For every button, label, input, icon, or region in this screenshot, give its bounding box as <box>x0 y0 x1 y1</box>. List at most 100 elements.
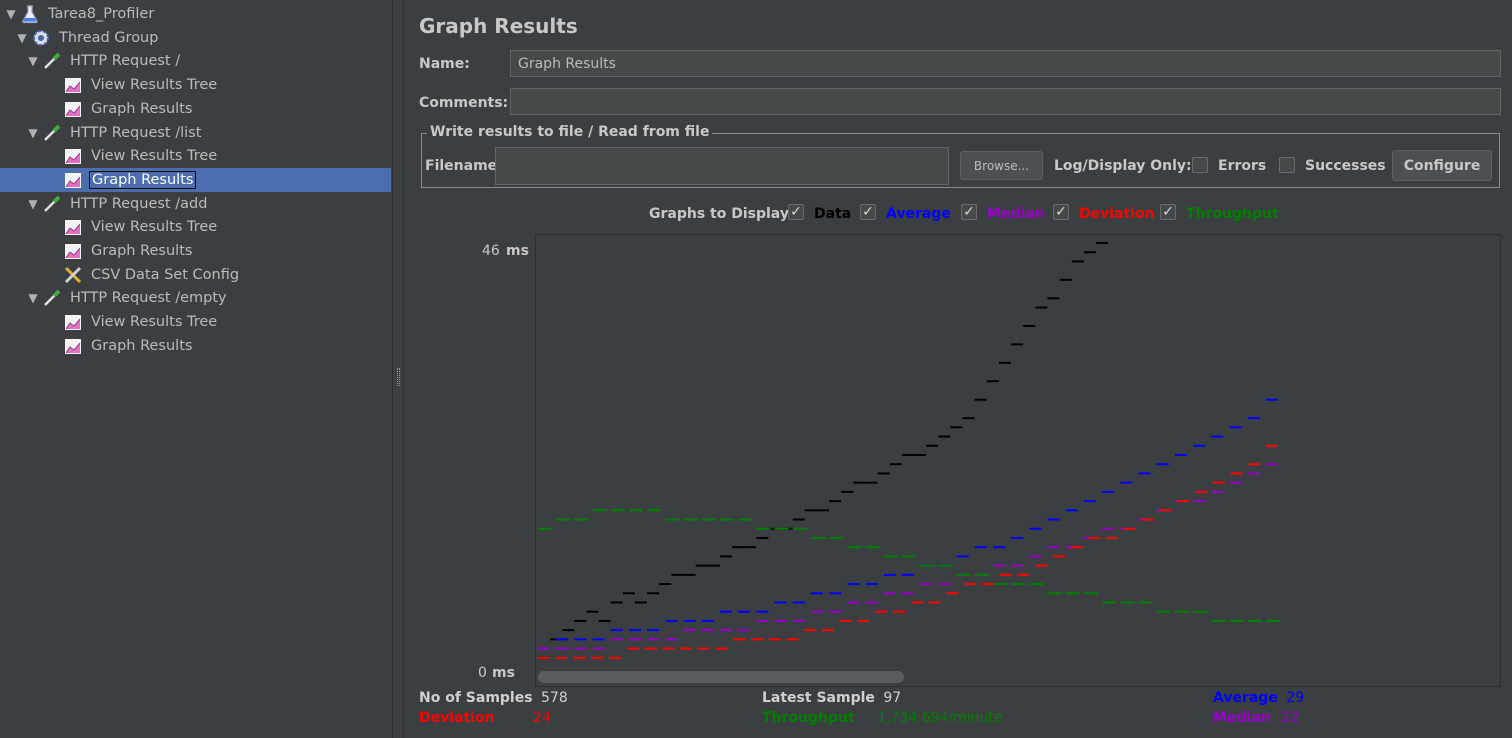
tree-item[interactable]: Graph Results <box>0 97 391 121</box>
tree-item[interactable]: ▼ HTTP Request / <box>0 49 391 73</box>
thread-group-gear-icon <box>31 28 51 48</box>
series-average-point <box>974 546 987 549</box>
series-throughput-point <box>683 518 698 521</box>
tree-item[interactable]: View Results Tree <box>0 215 391 239</box>
tree-item[interactable]: View Results Tree <box>0 144 391 168</box>
listener-chart-icon <box>63 312 83 332</box>
tree-item-label: Graph Results <box>91 337 193 354</box>
series-median-point <box>720 629 732 632</box>
expand-arrow-icon[interactable]: ▼ <box>28 291 38 306</box>
expand-arrow-icon[interactable]: ▼ <box>6 7 16 21</box>
series-throughput-point <box>1120 601 1135 604</box>
series-data-point <box>756 536 769 539</box>
test-plan-tree[interactable]: ▼ Tarea8_Profiler ▼ Thread Group ▼ HTTP Reque… <box>0 0 393 738</box>
series-deviation-point <box>644 647 657 650</box>
series-average-point <box>1011 536 1024 539</box>
series-throughput-point <box>610 509 625 512</box>
filename-field[interactable] <box>495 147 949 185</box>
graph-option-median-label: Median <box>987 206 1045 222</box>
splitter-grip[interactable] <box>397 368 400 386</box>
listener-chart-icon <box>63 170 83 190</box>
tree-item[interactable]: Graph Results <box>0 239 391 263</box>
comments-field[interactable] <box>510 88 1501 115</box>
expand-arrow-icon[interactable]: ▼ <box>28 125 38 140</box>
series-deviation-point <box>697 647 710 650</box>
series-deviation-point <box>1159 509 1172 512</box>
series-data-point <box>647 592 660 595</box>
graph-option-median-checkbox[interactable]: ✓ <box>961 204 977 220</box>
series-deviation-point <box>1230 472 1243 475</box>
series-average-point <box>1211 435 1224 438</box>
tree-item[interactable]: Graph Results <box>0 334 391 358</box>
errors-checkbox[interactable] <box>1192 157 1208 173</box>
series-median-point <box>1193 500 1206 503</box>
listener-chart-icon <box>63 241 83 261</box>
series-average-point <box>956 555 969 558</box>
configure-button[interactable]: Configure <box>1392 150 1492 181</box>
series-deviation-point <box>733 638 746 641</box>
series-deviation-point <box>751 638 764 641</box>
tree-item[interactable]: ▼ HTTP Request /list <box>0 121 391 145</box>
filename-label: Filename <box>425 158 498 174</box>
series-deviation-point <box>857 619 870 622</box>
series-median-point <box>920 583 933 586</box>
series-median-point <box>1102 527 1115 530</box>
series-data-point <box>926 444 939 447</box>
listener-chart-icon <box>63 146 83 166</box>
series-throughput-point <box>993 583 1007 586</box>
tree-spacer <box>37 339 61 353</box>
name-field[interactable] <box>510 50 1501 77</box>
tree-item[interactable]: ▼ HTTP Request /empty <box>0 286 391 310</box>
tree-item[interactable]: ▼ Tarea8_Profiler <box>0 2 391 26</box>
series-throughput-point <box>956 573 971 576</box>
series-average-point <box>829 592 842 595</box>
browse-button[interactable]: Browse... <box>960 151 1043 180</box>
series-deviation-point <box>1052 555 1065 558</box>
y-min-label: 0 <box>478 665 487 681</box>
tree-item-label: View Results Tree <box>91 314 218 331</box>
tree-item[interactable]: View Results Tree <box>0 73 391 97</box>
pane-splitter[interactable] <box>393 0 404 738</box>
series-deviation-point <box>715 647 728 650</box>
series-data-point <box>1071 260 1084 263</box>
series-median-point <box>1266 463 1278 466</box>
series-median-point <box>1029 555 1042 558</box>
successes-checkbox[interactable] <box>1279 157 1295 173</box>
series-throughput-point <box>847 546 862 549</box>
config-tools-icon <box>63 265 83 285</box>
graph-scrollbar[interactable] <box>538 671 904 683</box>
series-data-point <box>901 454 914 456</box>
series-average-point <box>556 638 569 641</box>
series-data-point <box>974 398 987 401</box>
series-deviation-point <box>609 656 622 659</box>
series-median-point <box>756 619 769 622</box>
series-throughput-point <box>1102 601 1117 604</box>
expand-arrow-icon[interactable]: ▼ <box>28 196 38 211</box>
series-average-point <box>683 619 696 622</box>
expand-arrow-icon[interactable]: ▼ <box>17 30 27 45</box>
tree-item[interactable]: ▼ HTTP Request /add <box>0 192 391 216</box>
series-throughput-point <box>938 564 953 567</box>
expand-arrow-icon[interactable]: ▼ <box>28 54 38 69</box>
graph-option-data-checkbox[interactable]: ✓ <box>788 204 804 220</box>
series-throughput-point <box>865 546 880 549</box>
tree-item[interactable]: Graph Results <box>0 167 391 192</box>
samples-label: No of Samples <box>419 690 533 706</box>
series-average-point <box>574 638 587 641</box>
y-max-label: 46 <box>482 243 500 259</box>
series-data-point <box>768 527 781 530</box>
tree-item[interactable]: ▼ Thread Group <box>0 26 391 50</box>
graph-option-average-checkbox[interactable]: ✓ <box>860 204 876 220</box>
tree-item[interactable]: CSV Data Set Config <box>0 263 391 287</box>
series-median-point <box>629 638 641 641</box>
series-average-point <box>1084 500 1096 503</box>
series-throughput-point <box>1229 619 1244 622</box>
errors-label: Errors <box>1218 158 1267 174</box>
series-throughput-point <box>829 536 844 539</box>
graph-option-throughput-checkbox[interactable]: ✓ <box>1160 204 1176 220</box>
series-deviation-point <box>555 656 568 659</box>
comments-label: Comments: <box>419 95 509 111</box>
series-average-point <box>1138 472 1151 475</box>
graph-option-deviation-checkbox[interactable]: ✓ <box>1053 204 1069 220</box>
tree-item[interactable]: View Results Tree <box>0 310 391 334</box>
